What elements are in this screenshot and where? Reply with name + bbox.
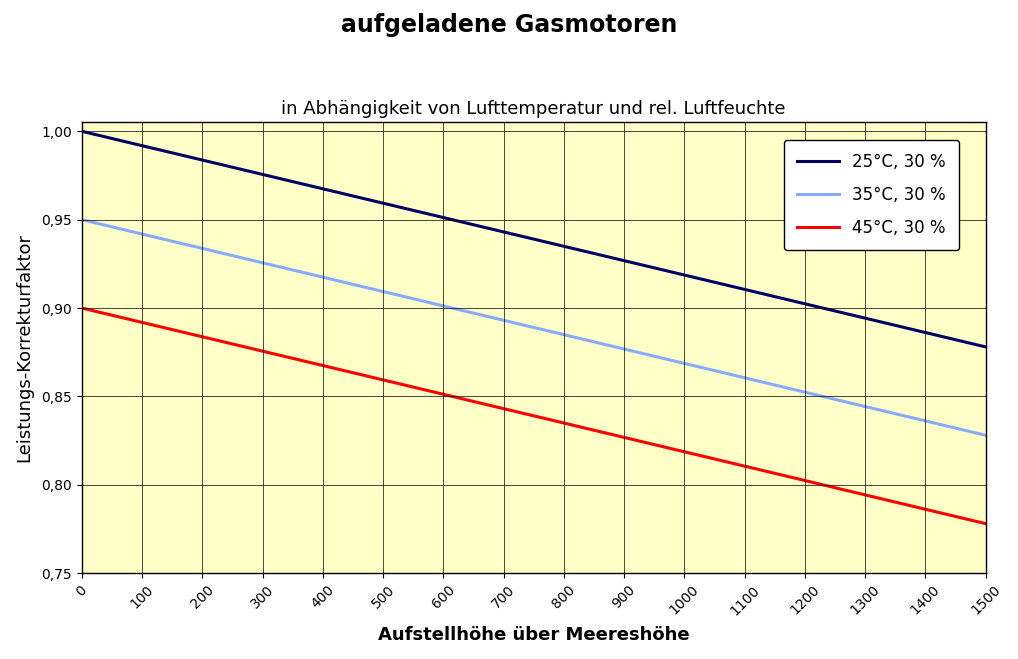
X-axis label: Aufstellhöhe über Meereshöhe: Aufstellhöhe über Meereshöhe <box>378 626 689 644</box>
Text: aufgeladene Gasmotoren: aufgeladene Gasmotoren <box>341 13 677 37</box>
Y-axis label: Leistungs-Korrekturfaktor: Leistungs-Korrekturfaktor <box>15 233 33 463</box>
Legend: 25°C, 30 %, 35°C, 30 %, 45°C, 30 %: 25°C, 30 %, 35°C, 30 %, 45°C, 30 % <box>784 140 959 250</box>
Title: in Abhängigkeit von Lufttemperatur und rel. Luftfeuchte: in Abhängigkeit von Lufttemperatur und r… <box>281 100 786 118</box>
